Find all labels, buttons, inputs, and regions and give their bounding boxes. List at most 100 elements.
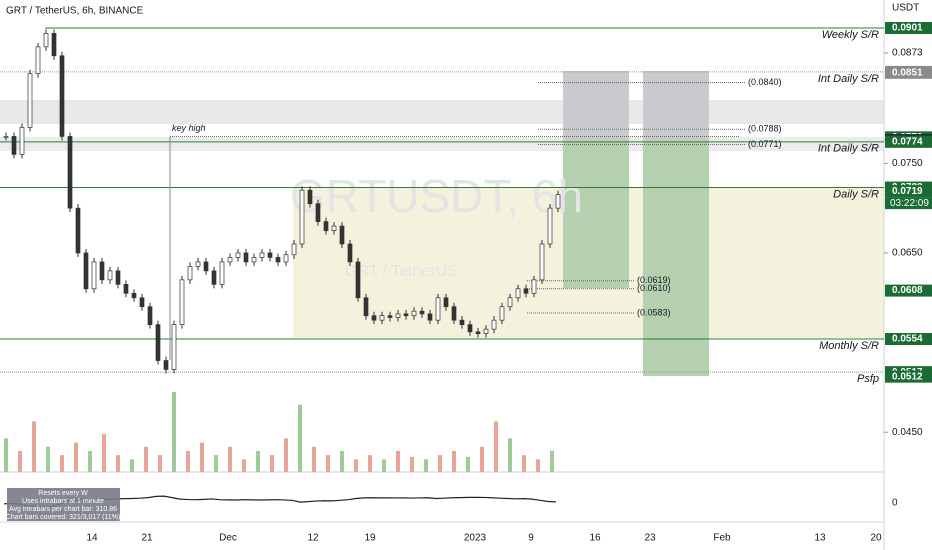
volume-bar	[102, 434, 106, 472]
volume-bar	[242, 459, 246, 472]
candle	[123, 283, 129, 294]
candle	[555, 194, 561, 209]
annotation-label: (0.0771)	[748, 139, 782, 149]
level-label: Int Daily S/R	[818, 73, 879, 85]
candle	[483, 328, 489, 334]
volume-bar	[284, 438, 288, 472]
candle	[403, 313, 409, 317]
volume-bar	[18, 450, 22, 472]
price-label-box	[885, 370, 932, 383]
candle	[307, 189, 313, 205]
time-label: 20	[870, 533, 882, 544]
volume-bar	[368, 455, 372, 472]
candle	[339, 225, 345, 245]
time-label: 23	[644, 533, 656, 544]
price-label-box	[885, 22, 932, 34]
candle	[267, 252, 273, 258]
price-label: 0.0873	[892, 48, 923, 59]
time-label: 14	[86, 533, 98, 544]
volume-bar	[382, 459, 386, 472]
candle	[547, 207, 553, 245]
volume-bar	[466, 456, 470, 472]
candle	[291, 243, 297, 256]
volume-bar	[256, 450, 260, 472]
price-label: 0.0750	[892, 158, 923, 169]
level-label: Int Daily S/R	[818, 143, 879, 155]
price-label: 0.0901	[892, 23, 923, 34]
volume-bar	[452, 450, 456, 472]
candle	[83, 252, 89, 290]
level-label: Daily S/R	[833, 188, 879, 200]
volume-bar	[130, 459, 134, 472]
indicator-text: Uses intrabars at 1 minute	[22, 498, 104, 505]
price-label: 0.0608	[892, 285, 923, 296]
candle	[315, 203, 321, 222]
price-label-box	[885, 333, 932, 345]
candle	[363, 297, 369, 317]
candle	[323, 221, 329, 231]
candle	[379, 315, 385, 321]
candle	[275, 257, 281, 263]
candle	[35, 46, 41, 75]
level-label: Psfp	[857, 373, 879, 385]
indicator-text: Resets every W	[38, 490, 88, 497]
price-label: 0.0512	[892, 371, 923, 382]
zone	[0, 100, 884, 124]
candle	[355, 261, 361, 299]
candle	[195, 261, 201, 267]
candle	[243, 252, 249, 263]
volume-bar	[550, 450, 554, 472]
time-label: 2023	[464, 533, 487, 544]
candle	[427, 313, 433, 321]
candle	[43, 33, 49, 48]
price-label-box	[885, 185, 932, 198]
candle	[411, 310, 417, 317]
volume-bar	[200, 442, 204, 472]
candle	[331, 225, 337, 231]
volume-bar	[438, 455, 442, 472]
indicator-zero: 0	[892, 498, 898, 509]
candle	[387, 315, 393, 318]
volume-bar	[88, 450, 92, 472]
candle	[131, 292, 137, 299]
candle	[107, 270, 113, 281]
price-label: 0.0650	[892, 248, 923, 259]
candle	[147, 306, 153, 326]
target-box	[643, 142, 709, 376]
candle	[227, 257, 233, 263]
volume-bar	[536, 459, 540, 472]
volume-bar	[354, 459, 358, 472]
candle	[451, 306, 457, 321]
annotation-label: (0.0610)	[637, 283, 671, 293]
candle	[523, 288, 529, 294]
candle	[395, 313, 401, 318]
candle	[515, 288, 521, 299]
candle	[75, 207, 81, 254]
time-label: Feb	[713, 533, 731, 544]
candle	[435, 297, 441, 321]
level-label: Monthly S/R	[819, 340, 879, 352]
candle	[67, 136, 73, 209]
candle	[347, 243, 353, 263]
candle	[187, 266, 193, 281]
candle	[507, 297, 513, 308]
candle	[491, 319, 497, 330]
volume-bar	[494, 421, 498, 472]
watermark-sub: GRT / TetherUS	[345, 263, 458, 280]
price-label: 0.0719	[892, 186, 923, 197]
candle	[11, 136, 17, 155]
candle	[59, 55, 65, 137]
candle	[179, 279, 185, 326]
price-label-box	[885, 66, 932, 79]
volume-bar	[46, 446, 50, 472]
candle	[3, 136, 9, 138]
volume-bar	[60, 455, 64, 472]
volume-bar	[32, 421, 36, 472]
volume-bar	[298, 404, 302, 472]
candle	[419, 310, 425, 315]
time-label: 19	[364, 533, 376, 544]
candle	[259, 252, 265, 258]
candle	[299, 189, 305, 245]
candle	[467, 324, 473, 333]
